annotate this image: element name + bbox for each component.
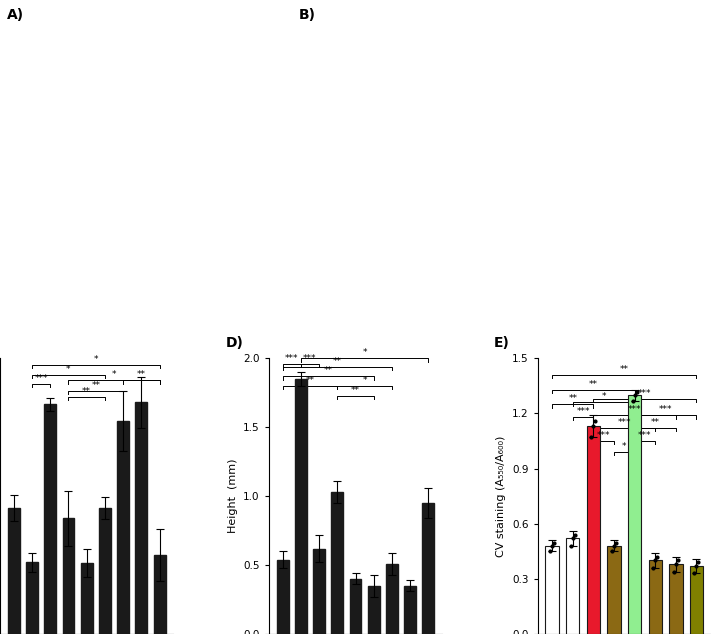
Text: **: **: [333, 357, 342, 366]
Text: *: *: [363, 376, 367, 385]
Text: *: *: [66, 365, 70, 374]
Bar: [350, 579, 361, 634]
Bar: [607, 546, 621, 634]
Bar: [313, 548, 325, 634]
Bar: [26, 562, 38, 634]
Bar: [99, 508, 111, 634]
Text: ***: ***: [638, 389, 652, 398]
Text: ***: ***: [659, 405, 673, 415]
Bar: [81, 563, 92, 634]
Bar: [136, 403, 147, 634]
Bar: [566, 538, 579, 634]
Y-axis label: Height  (mm): Height (mm): [228, 459, 237, 533]
Text: **: **: [589, 380, 598, 389]
Bar: [295, 379, 306, 634]
Text: ***: ***: [597, 431, 611, 440]
Text: *: *: [112, 370, 117, 379]
Text: *: *: [622, 442, 626, 451]
Text: ***: ***: [34, 374, 48, 383]
Bar: [545, 546, 559, 634]
Text: **: **: [568, 394, 577, 403]
Text: **: **: [137, 370, 146, 379]
Text: ***: ***: [577, 407, 590, 416]
Text: **: **: [91, 380, 100, 389]
Text: ***: ***: [618, 418, 631, 427]
Bar: [117, 421, 129, 634]
Text: *: *: [602, 392, 606, 401]
Bar: [422, 503, 434, 634]
Text: D): D): [225, 336, 243, 351]
Text: **: **: [351, 385, 360, 394]
Text: **: **: [651, 418, 660, 427]
Bar: [277, 560, 289, 634]
Bar: [368, 586, 380, 634]
Bar: [587, 426, 600, 634]
Bar: [8, 508, 20, 634]
Text: **: **: [306, 376, 314, 385]
Bar: [628, 395, 641, 634]
Text: **: **: [324, 366, 333, 375]
Bar: [690, 566, 703, 634]
Bar: [405, 586, 416, 634]
Text: ***: ***: [285, 354, 299, 363]
Text: *: *: [363, 348, 367, 358]
Bar: [386, 564, 398, 634]
Text: **: **: [82, 387, 91, 396]
Text: E): E): [494, 336, 510, 351]
Bar: [154, 555, 166, 634]
Text: A): A): [7, 8, 24, 22]
Text: B): B): [299, 8, 316, 22]
Bar: [331, 492, 343, 634]
Bar: [669, 564, 683, 634]
Bar: [648, 560, 662, 634]
Text: ***: ***: [303, 354, 316, 363]
Bar: [44, 404, 56, 634]
Text: *: *: [94, 355, 98, 364]
Text: ***: ***: [628, 405, 641, 415]
Y-axis label: CV staining (A₅₅₀/A₆₀₀): CV staining (A₅₅₀/A₆₀₀): [496, 436, 506, 557]
Text: ***: ***: [638, 431, 652, 440]
Text: **: **: [620, 365, 629, 374]
Bar: [63, 518, 75, 634]
